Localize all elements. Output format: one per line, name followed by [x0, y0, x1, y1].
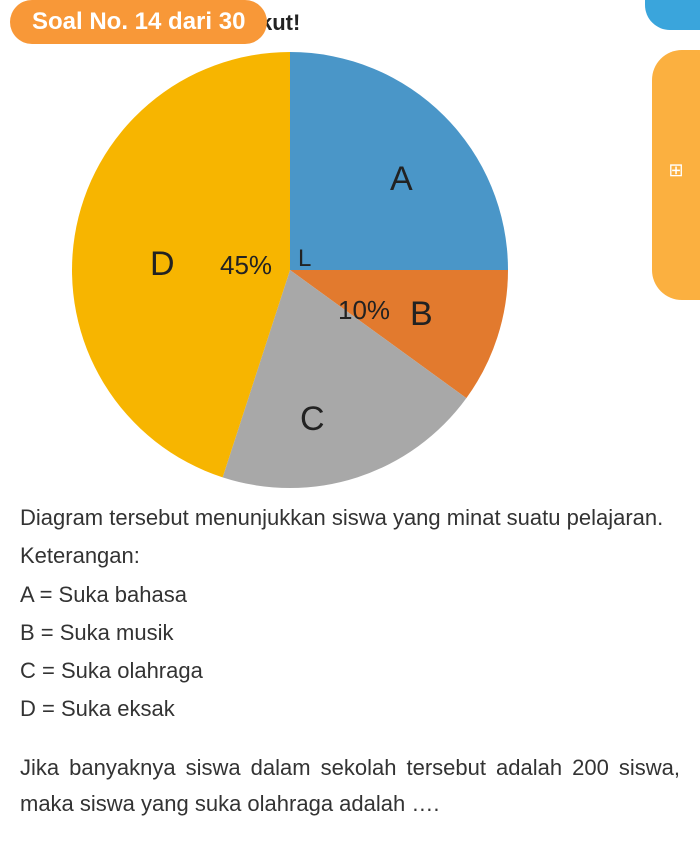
slice-label-d: D [150, 245, 175, 284]
question-text: Jika banyaknya siswa dalam sekolah terse… [20, 750, 680, 823]
legend-heading: Keterangan: [20, 538, 680, 574]
slice-pct-b: 10% [338, 295, 390, 326]
slice-label-b: B [410, 295, 433, 334]
legend-line-0: A = Suka bahasa [20, 577, 680, 613]
side-panel-tab[interactable]: ⊞ [652, 50, 700, 300]
pie-chart: A B 10% C D 45% L [70, 50, 510, 490]
top-right-tab[interactable] [645, 0, 700, 30]
pie-svg [70, 50, 510, 490]
legend-line-1: B = Suka musik [20, 615, 680, 651]
legend-line-3: D = Suka eksak [20, 691, 680, 727]
badge-text: Soal No. 14 dari 30 [32, 8, 245, 35]
grid-icon: ⊞ [668, 160, 683, 181]
question-number-badge: Soal No. 14 dari 30 [10, 0, 267, 44]
legend-line-2: C = Suka olahraga [20, 653, 680, 689]
slice-pct-d: 45% [220, 250, 272, 281]
description-line: Diagram tersebut menunjukkan siswa yang … [20, 500, 680, 536]
question-body: Diagram tersebut menunjukkan siswa yang … [20, 500, 680, 824]
center-label: L [298, 245, 311, 273]
slice-label-c: C [300, 400, 325, 439]
slice-label-a: A [390, 160, 413, 199]
